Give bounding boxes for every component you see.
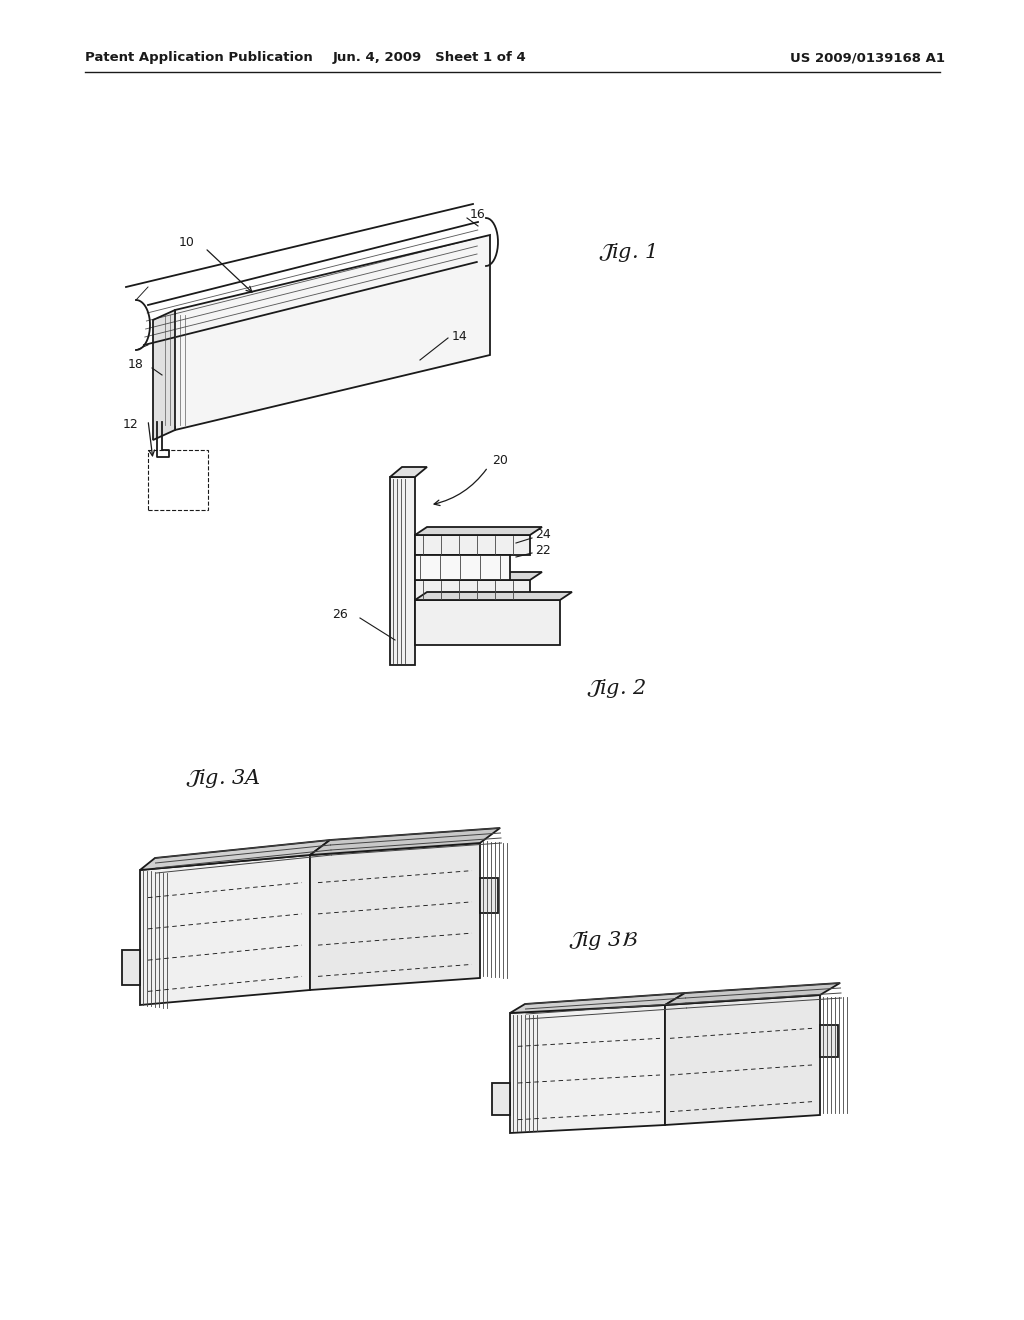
Text: 10: 10	[179, 235, 195, 248]
Polygon shape	[415, 554, 510, 579]
Polygon shape	[175, 235, 490, 430]
Polygon shape	[510, 1005, 665, 1133]
Polygon shape	[492, 1082, 510, 1115]
Polygon shape	[310, 843, 480, 990]
Polygon shape	[140, 840, 330, 870]
Text: Jun. 4, 2009   Sheet 1 of 4: Jun. 4, 2009 Sheet 1 of 4	[333, 51, 527, 65]
Text: $\mathcal{J}$ig. 3A: $\mathcal{J}$ig. 3A	[185, 767, 261, 789]
Polygon shape	[665, 983, 840, 1005]
Polygon shape	[415, 601, 560, 645]
Polygon shape	[415, 527, 542, 535]
Polygon shape	[140, 855, 310, 1005]
Polygon shape	[510, 993, 685, 1012]
Polygon shape	[390, 467, 427, 477]
Text: $\mathcal{J}$ig. 2: $\mathcal{J}$ig. 2	[586, 676, 646, 700]
Text: 26: 26	[332, 609, 348, 622]
Text: 14: 14	[452, 330, 468, 342]
Polygon shape	[415, 579, 530, 601]
Polygon shape	[122, 950, 140, 985]
Text: 16: 16	[470, 207, 485, 220]
Polygon shape	[480, 878, 498, 913]
Text: 18: 18	[128, 359, 144, 371]
Polygon shape	[820, 1026, 838, 1057]
Text: $\mathcal{J}$ig. 1: $\mathcal{J}$ig. 1	[598, 240, 655, 264]
Polygon shape	[310, 828, 500, 855]
Text: Patent Application Publication: Patent Application Publication	[85, 51, 312, 65]
Text: 24: 24	[535, 528, 551, 541]
Text: US 2009/0139168 A1: US 2009/0139168 A1	[790, 51, 945, 65]
Polygon shape	[665, 995, 820, 1125]
Polygon shape	[415, 591, 572, 601]
Polygon shape	[390, 477, 415, 665]
Text: 12: 12	[122, 417, 138, 430]
Bar	[148, 450, 208, 510]
Polygon shape	[415, 535, 530, 554]
Text: 20: 20	[492, 454, 508, 466]
Polygon shape	[415, 572, 542, 579]
Polygon shape	[153, 310, 175, 440]
Text: 22: 22	[535, 544, 551, 557]
Text: $\mathcal{J}$ig 3$\mathcal{B}$: $\mathcal{J}$ig 3$\mathcal{B}$	[568, 928, 638, 952]
